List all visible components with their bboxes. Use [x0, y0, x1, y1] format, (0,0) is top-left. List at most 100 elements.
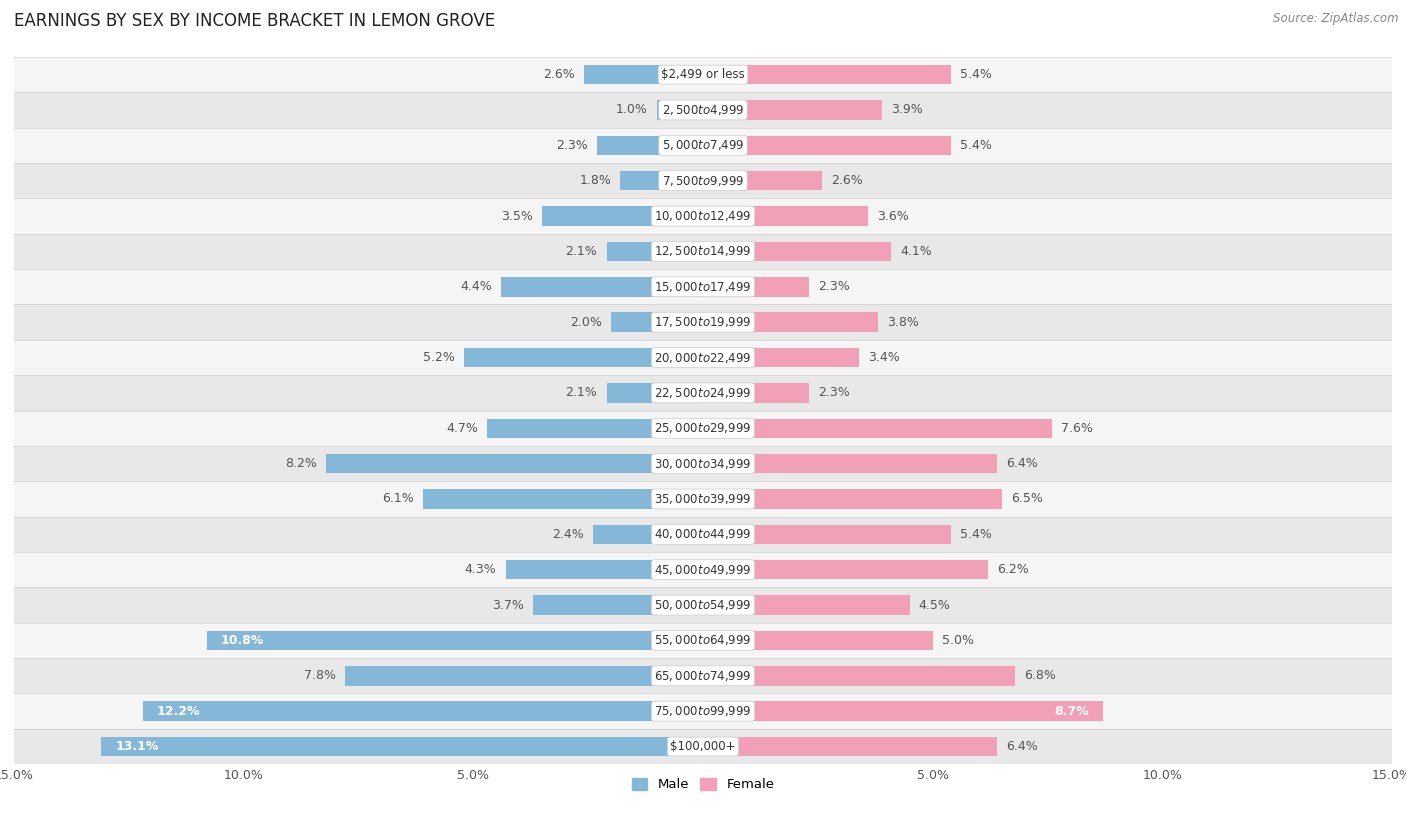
Text: 10.8%: 10.8%	[221, 634, 264, 647]
Bar	[142, 702, 703, 721]
Text: 2.3%: 2.3%	[818, 280, 849, 293]
Bar	[14, 198, 1392, 234]
Text: $15,000 to $17,499: $15,000 to $17,499	[654, 280, 752, 293]
Text: $50,000 to $54,999: $50,000 to $54,999	[654, 598, 752, 612]
Text: $25,000 to $29,999: $25,000 to $29,999	[654, 421, 752, 435]
Bar	[14, 411, 1392, 446]
Bar	[14, 269, 1392, 304]
Text: 3.4%: 3.4%	[869, 351, 900, 364]
Text: 8.2%: 8.2%	[285, 457, 318, 470]
Bar	[703, 489, 1001, 509]
Text: 2.6%: 2.6%	[543, 68, 575, 81]
Text: 2.3%: 2.3%	[557, 139, 588, 152]
Text: 1.0%: 1.0%	[616, 103, 648, 116]
Bar	[703, 737, 997, 756]
Bar	[14, 659, 1392, 693]
Bar	[14, 92, 1392, 128]
Bar	[620, 171, 703, 190]
Text: 4.3%: 4.3%	[464, 563, 496, 576]
Text: 5.4%: 5.4%	[960, 528, 993, 541]
Bar	[703, 207, 869, 226]
Bar	[14, 517, 1392, 552]
Bar	[703, 454, 997, 473]
Text: $5,000 to $7,499: $5,000 to $7,499	[662, 138, 744, 152]
Text: 2.6%: 2.6%	[831, 174, 863, 187]
Text: 6.2%: 6.2%	[997, 563, 1029, 576]
Bar	[14, 304, 1392, 340]
Bar	[703, 241, 891, 261]
Text: 2.1%: 2.1%	[565, 386, 598, 399]
Text: $12,500 to $14,999: $12,500 to $14,999	[654, 245, 752, 259]
Text: $75,000 to $99,999: $75,000 to $99,999	[654, 704, 752, 718]
Text: 4.7%: 4.7%	[446, 422, 478, 435]
Text: 2.1%: 2.1%	[565, 245, 598, 258]
Text: 1.8%: 1.8%	[579, 174, 612, 187]
Bar	[423, 489, 703, 509]
Bar	[703, 560, 988, 580]
Text: 8.7%: 8.7%	[1054, 705, 1088, 718]
Bar	[207, 631, 703, 650]
Text: 5.2%: 5.2%	[423, 351, 456, 364]
Bar	[14, 446, 1392, 481]
Bar	[703, 595, 910, 615]
Text: 2.4%: 2.4%	[551, 528, 583, 541]
Bar	[703, 65, 950, 85]
Text: 3.7%: 3.7%	[492, 598, 524, 611]
Bar	[486, 419, 703, 438]
Bar	[703, 383, 808, 402]
Text: $35,000 to $39,999: $35,000 to $39,999	[654, 492, 752, 506]
Text: $2,500 to $4,999: $2,500 to $4,999	[662, 103, 744, 117]
Text: Source: ZipAtlas.com: Source: ZipAtlas.com	[1274, 12, 1399, 25]
Bar	[14, 623, 1392, 659]
Text: $22,500 to $24,999: $22,500 to $24,999	[654, 386, 752, 400]
Bar	[14, 729, 1392, 764]
Text: $65,000 to $74,999: $65,000 to $74,999	[654, 669, 752, 683]
Text: $45,000 to $49,999: $45,000 to $49,999	[654, 563, 752, 576]
Bar	[14, 340, 1392, 375]
Text: 6.4%: 6.4%	[1007, 457, 1038, 470]
Bar	[14, 163, 1392, 198]
Bar	[703, 171, 823, 190]
Bar	[14, 481, 1392, 517]
Text: 3.9%: 3.9%	[891, 103, 924, 116]
Text: $2,499 or less: $2,499 or less	[661, 68, 745, 81]
Bar	[703, 277, 808, 297]
Bar	[598, 136, 703, 155]
Text: 13.1%: 13.1%	[115, 740, 159, 753]
Text: $55,000 to $64,999: $55,000 to $64,999	[654, 633, 752, 647]
Bar	[533, 595, 703, 615]
Text: 7.6%: 7.6%	[1062, 422, 1092, 435]
Bar	[14, 233, 1392, 269]
Text: 6.5%: 6.5%	[1011, 493, 1043, 506]
Bar	[14, 376, 1392, 411]
Text: 7.8%: 7.8%	[304, 669, 336, 682]
Text: 4.4%: 4.4%	[460, 280, 492, 293]
Bar	[14, 128, 1392, 163]
Bar	[703, 312, 877, 332]
Bar	[703, 702, 1102, 721]
Bar	[14, 57, 1392, 92]
Bar	[612, 312, 703, 332]
Bar	[583, 65, 703, 85]
Text: 4.5%: 4.5%	[920, 598, 950, 611]
Bar	[703, 666, 1015, 685]
Text: 3.5%: 3.5%	[501, 210, 533, 223]
Bar	[606, 383, 703, 402]
Text: 4.1%: 4.1%	[900, 245, 932, 258]
Bar	[14, 552, 1392, 587]
Bar	[464, 348, 703, 367]
Text: $30,000 to $34,999: $30,000 to $34,999	[654, 457, 752, 471]
Text: 2.3%: 2.3%	[818, 386, 849, 399]
Bar	[501, 277, 703, 297]
Bar	[14, 693, 1392, 729]
Text: 3.6%: 3.6%	[877, 210, 910, 223]
Text: $40,000 to $44,999: $40,000 to $44,999	[654, 528, 752, 541]
Bar	[703, 136, 950, 155]
Legend: Male, Female: Male, Female	[626, 772, 780, 797]
Text: 5.4%: 5.4%	[960, 68, 993, 81]
Bar	[703, 348, 859, 367]
Text: 6.1%: 6.1%	[382, 493, 413, 506]
Bar	[543, 207, 703, 226]
Bar	[506, 560, 703, 580]
Bar	[344, 666, 703, 685]
